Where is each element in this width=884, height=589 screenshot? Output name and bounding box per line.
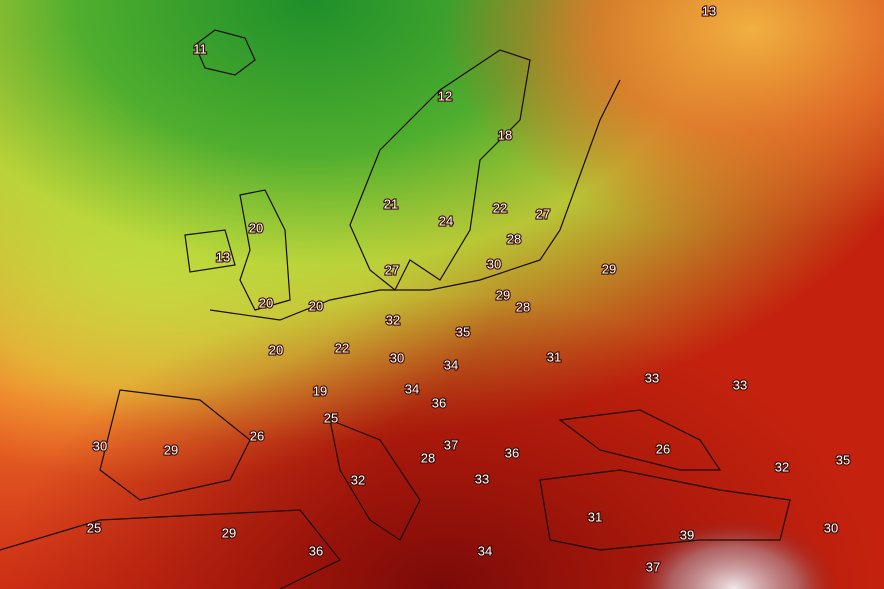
temperature-label: 35 bbox=[456, 324, 470, 339]
temperature-label: 25 bbox=[87, 520, 101, 535]
temperature-label: 25 bbox=[324, 410, 338, 425]
italy bbox=[329, 419, 421, 541]
temperature-label: 37 bbox=[444, 437, 458, 452]
temperature-label: 34 bbox=[478, 543, 492, 558]
temperature-label: 34 bbox=[444, 357, 458, 372]
iceland bbox=[194, 29, 256, 76]
temperature-label: 18 bbox=[498, 127, 512, 142]
ireland bbox=[184, 229, 236, 273]
temperature-label: 20 bbox=[249, 220, 263, 235]
temperature-label: 30 bbox=[824, 520, 838, 535]
temperature-label: 26 bbox=[656, 441, 670, 456]
temperature-label: 29 bbox=[164, 442, 178, 457]
temperature-label: 20 bbox=[259, 295, 273, 310]
temperature-label: 22 bbox=[335, 340, 349, 355]
temperature-label: 13 bbox=[216, 249, 230, 264]
temperature-label: 11 bbox=[193, 41, 207, 56]
temperature-label: 32 bbox=[775, 459, 789, 474]
temperature-label: 36 bbox=[432, 395, 446, 410]
temperature-label: 20 bbox=[269, 342, 283, 357]
north-coast bbox=[209, 79, 621, 321]
temperature-label: 21 bbox=[384, 196, 398, 211]
temperature-label: 12 bbox=[438, 88, 452, 103]
temperature-label: 31 bbox=[547, 349, 561, 364]
temperature-label: 24 bbox=[439, 213, 453, 228]
temperature-label: 13 bbox=[702, 3, 716, 18]
temperature-label: 32 bbox=[386, 312, 400, 327]
temperature-label: 29 bbox=[602, 261, 616, 276]
anatolia bbox=[539, 469, 791, 551]
temperature-label: 33 bbox=[645, 370, 659, 385]
temperature-label: 36 bbox=[505, 445, 519, 460]
iberia bbox=[99, 389, 251, 501]
black-sea bbox=[558, 409, 722, 471]
temperature-label: 31 bbox=[588, 509, 602, 524]
temperature-label: 33 bbox=[475, 471, 489, 486]
temperature-label: 27 bbox=[385, 262, 399, 277]
temperature-label: 27 bbox=[536, 206, 550, 221]
temperature-label: 34 bbox=[405, 381, 419, 396]
temperature-label: 30 bbox=[93, 438, 107, 453]
temperature-label: 36 bbox=[309, 543, 323, 558]
temperature-label: 30 bbox=[487, 256, 501, 271]
temperature-label: 37 bbox=[646, 559, 660, 574]
temperature-label: 28 bbox=[516, 299, 530, 314]
temperature-label: 35 bbox=[836, 452, 850, 467]
temperature-labels: 13 11 12 18 21 24 22 27 20 28 13 27 30 29 29 28 20 20 32 35… bbox=[86, 2, 852, 575]
temperature-label: 33 bbox=[733, 377, 747, 392]
temperature-label: 39 bbox=[680, 527, 694, 542]
temperature-label: 19 bbox=[313, 383, 327, 398]
temperature-label: 26 bbox=[250, 428, 264, 443]
temperature-label: 28 bbox=[421, 450, 435, 465]
temperature-label: 32 bbox=[351, 472, 365, 487]
temperature-label: 20 bbox=[309, 298, 323, 313]
temperature-label: 22 bbox=[493, 200, 507, 215]
coastlines bbox=[0, 29, 791, 589]
africa-coast bbox=[0, 509, 341, 589]
britain bbox=[239, 189, 291, 311]
temperature-label: 29 bbox=[496, 287, 510, 302]
temperature-label: 30 bbox=[390, 350, 404, 365]
temperature-label: 29 bbox=[222, 525, 236, 540]
temperature-label: 28 bbox=[507, 231, 521, 246]
